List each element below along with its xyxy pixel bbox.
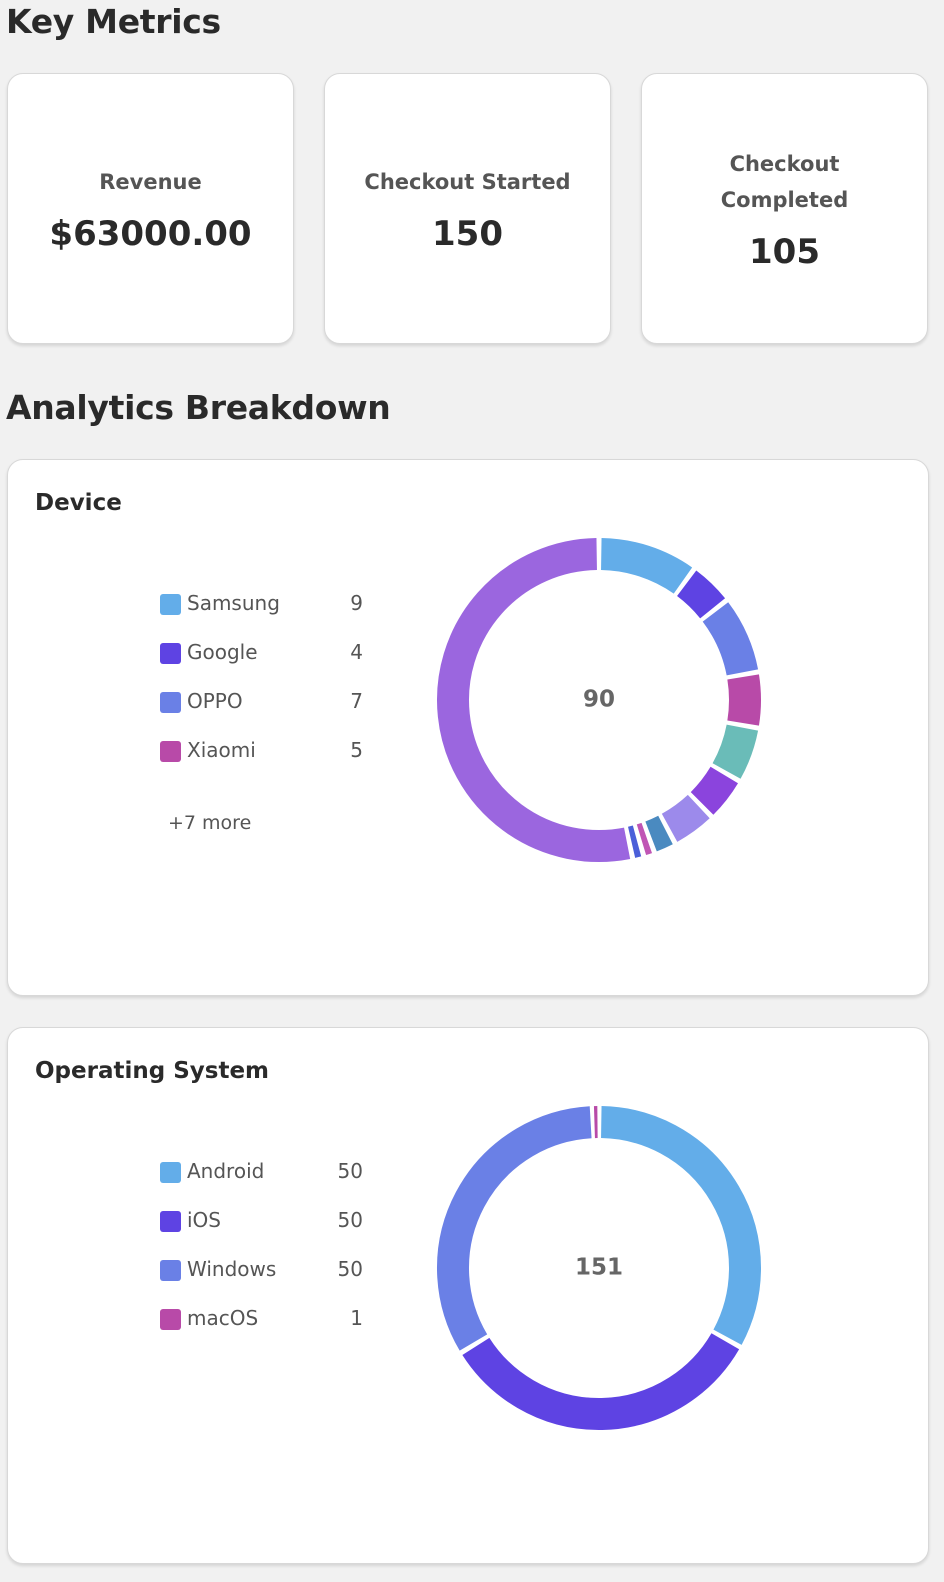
legend-value: 9 (350, 591, 363, 615)
donut-segment (727, 674, 761, 726)
legend-value: 50 (337, 1208, 363, 1232)
breakdown-card: Device Samsung 9 Google 4 OPPO 7 Xiaomi 5 +7 more… (7, 459, 929, 996)
legend-label: OPPO (187, 689, 243, 713)
breakdown-title: Device (35, 490, 122, 516)
donut-segment (600, 1106, 761, 1345)
breakdown-card: Operating System Android 50 iOS 50 Windows 50 m… (7, 1027, 929, 1564)
donut-segment (645, 815, 673, 852)
legend-swatch (160, 692, 181, 713)
metric-value: $63000.00 (49, 213, 252, 254)
metric-card: Checkout Started 150 (324, 73, 611, 344)
donut-segment (462, 1332, 740, 1430)
legend-value: 4 (350, 640, 363, 664)
metric-value: 150 (432, 213, 503, 254)
donut-segment (676, 570, 726, 619)
donut-segment (661, 794, 710, 842)
legend-label: Android (187, 1159, 265, 1183)
donut-segment (627, 825, 642, 858)
legend-value: 7 (350, 689, 363, 713)
donut-total: 90 (583, 687, 615, 713)
legend-value: 1 (350, 1306, 363, 1330)
donut: 151 (437, 1106, 761, 1430)
legend-label: iOS (187, 1208, 221, 1232)
legend-label: Xiaomi (187, 738, 256, 762)
donut: 90 (437, 538, 761, 862)
donut-segment (702, 602, 759, 676)
donut-segment (437, 1106, 592, 1351)
legend-value: 50 (337, 1257, 363, 1281)
metric-value: 105 (749, 231, 820, 272)
legend-swatch (160, 594, 181, 615)
metric-card: Checkout Completed 105 (641, 73, 928, 344)
legend-swatch (160, 1211, 181, 1232)
donut-segment (690, 766, 739, 815)
metric-card: Revenue $63000.00 (7, 73, 294, 344)
breakdown-title: Operating System (35, 1058, 270, 1084)
metric-label: Checkout Completed (720, 151, 849, 212)
donut-segment (437, 538, 631, 862)
donut-segment (712, 724, 759, 779)
donut-total: 151 (575, 1255, 623, 1281)
legend-label: Samsung (187, 591, 280, 615)
metric-label: Revenue (99, 169, 202, 194)
legend-value: 50 (337, 1159, 363, 1183)
legend-label: macOS (187, 1306, 259, 1330)
donut-segment (600, 538, 693, 594)
metric-label: Checkout Started (364, 169, 571, 194)
legend-swatch (160, 741, 181, 762)
legend-swatch (160, 1162, 181, 1183)
more-label: +7 more (168, 812, 252, 834)
legend-label: Windows (187, 1257, 277, 1281)
legend-swatch (160, 643, 181, 664)
donut-segment (636, 822, 653, 856)
legend-swatch (160, 1260, 181, 1281)
legend-swatch (160, 1309, 181, 1330)
legend-value: 5 (350, 738, 363, 762)
page-title: Key Metrics (6, 2, 221, 41)
legend-label: Google (187, 640, 258, 664)
section-title: Analytics Breakdown (6, 388, 391, 427)
